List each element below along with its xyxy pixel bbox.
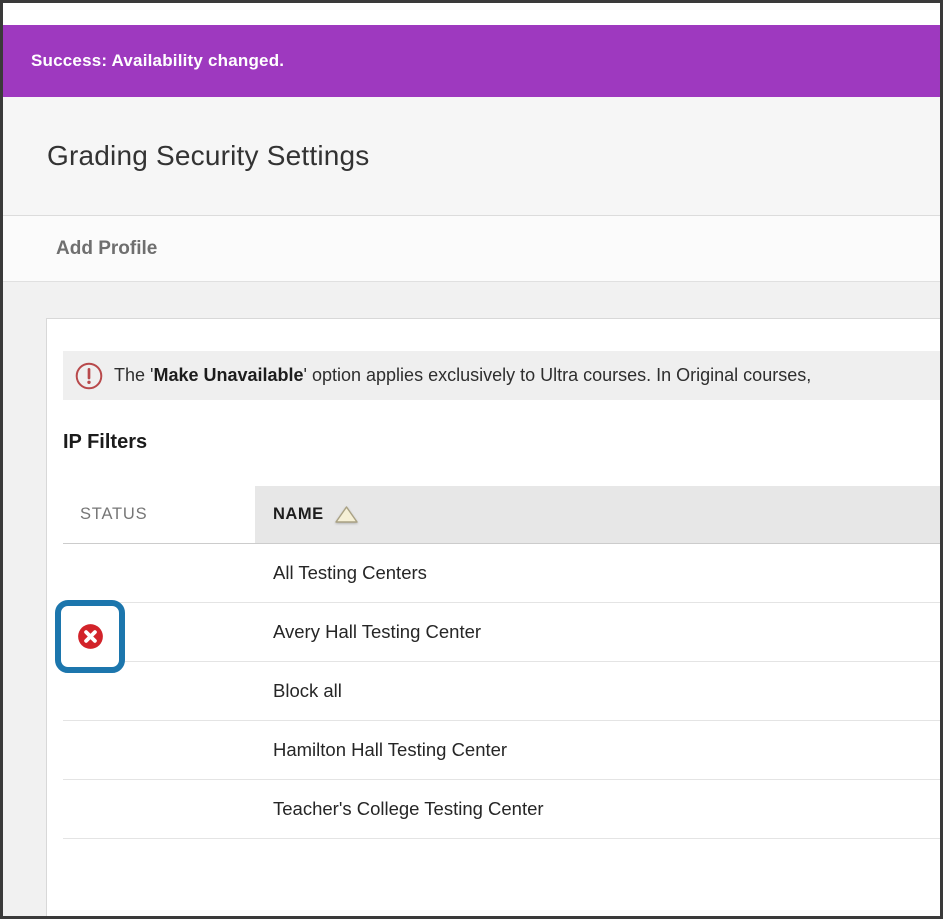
status-cell	[63, 662, 255, 720]
name-cell: All Testing Centers	[273, 562, 427, 583]
table-header-row: STATUS NAME	[63, 486, 940, 544]
page-title: Grading Security Settings	[47, 140, 370, 171]
sort-ascending-icon	[334, 505, 359, 524]
highlight-callout	[55, 600, 125, 673]
status-cell	[55, 600, 255, 673]
success-banner: Success: Availability changed.	[3, 25, 940, 97]
name-cell: Block all	[273, 680, 342, 701]
table-row: All Testing Centers	[63, 544, 940, 603]
unavailable-icon[interactable]	[77, 623, 104, 650]
table-row: Avery Hall Testing Center	[55, 600, 940, 673]
warning-banner: The 'Make Unavailable' option applies ex…	[63, 351, 940, 400]
section-title: IP Filters	[63, 431, 148, 453]
alert-icon	[75, 362, 103, 390]
settings-card: The 'Make Unavailable' option applies ex…	[46, 318, 940, 916]
name-cell: Hamilton Hall Testing Center	[273, 739, 508, 760]
name-cell: Avery Hall Testing Center	[273, 621, 482, 642]
status-cell	[63, 780, 255, 838]
success-banner-text: Success: Availability changed.	[31, 51, 285, 70]
table-row: Hamilton Hall Testing Center	[63, 721, 940, 780]
content-area: The 'Make Unavailable' option applies ex…	[3, 282, 940, 916]
page-header: Grading Security Settings	[3, 97, 940, 216]
top-strip	[3, 3, 940, 25]
table-row: Block all	[63, 662, 940, 721]
warning-text: The 'Make Unavailable' option applies ex…	[114, 365, 812, 385]
table-row: Teacher's College Testing Center	[63, 780, 940, 839]
action-bar: Add Profile	[3, 216, 940, 282]
add-profile-button[interactable]: Add Profile	[56, 237, 158, 259]
status-cell	[63, 544, 255, 602]
status-cell	[63, 721, 255, 779]
ip-filters-table: STATUS NAME All Testing Centers	[55, 486, 940, 839]
name-cell: Teacher's College Testing Center	[273, 798, 544, 819]
column-header-name[interactable]: NAME	[255, 486, 940, 543]
column-header-status[interactable]: STATUS	[63, 486, 255, 543]
